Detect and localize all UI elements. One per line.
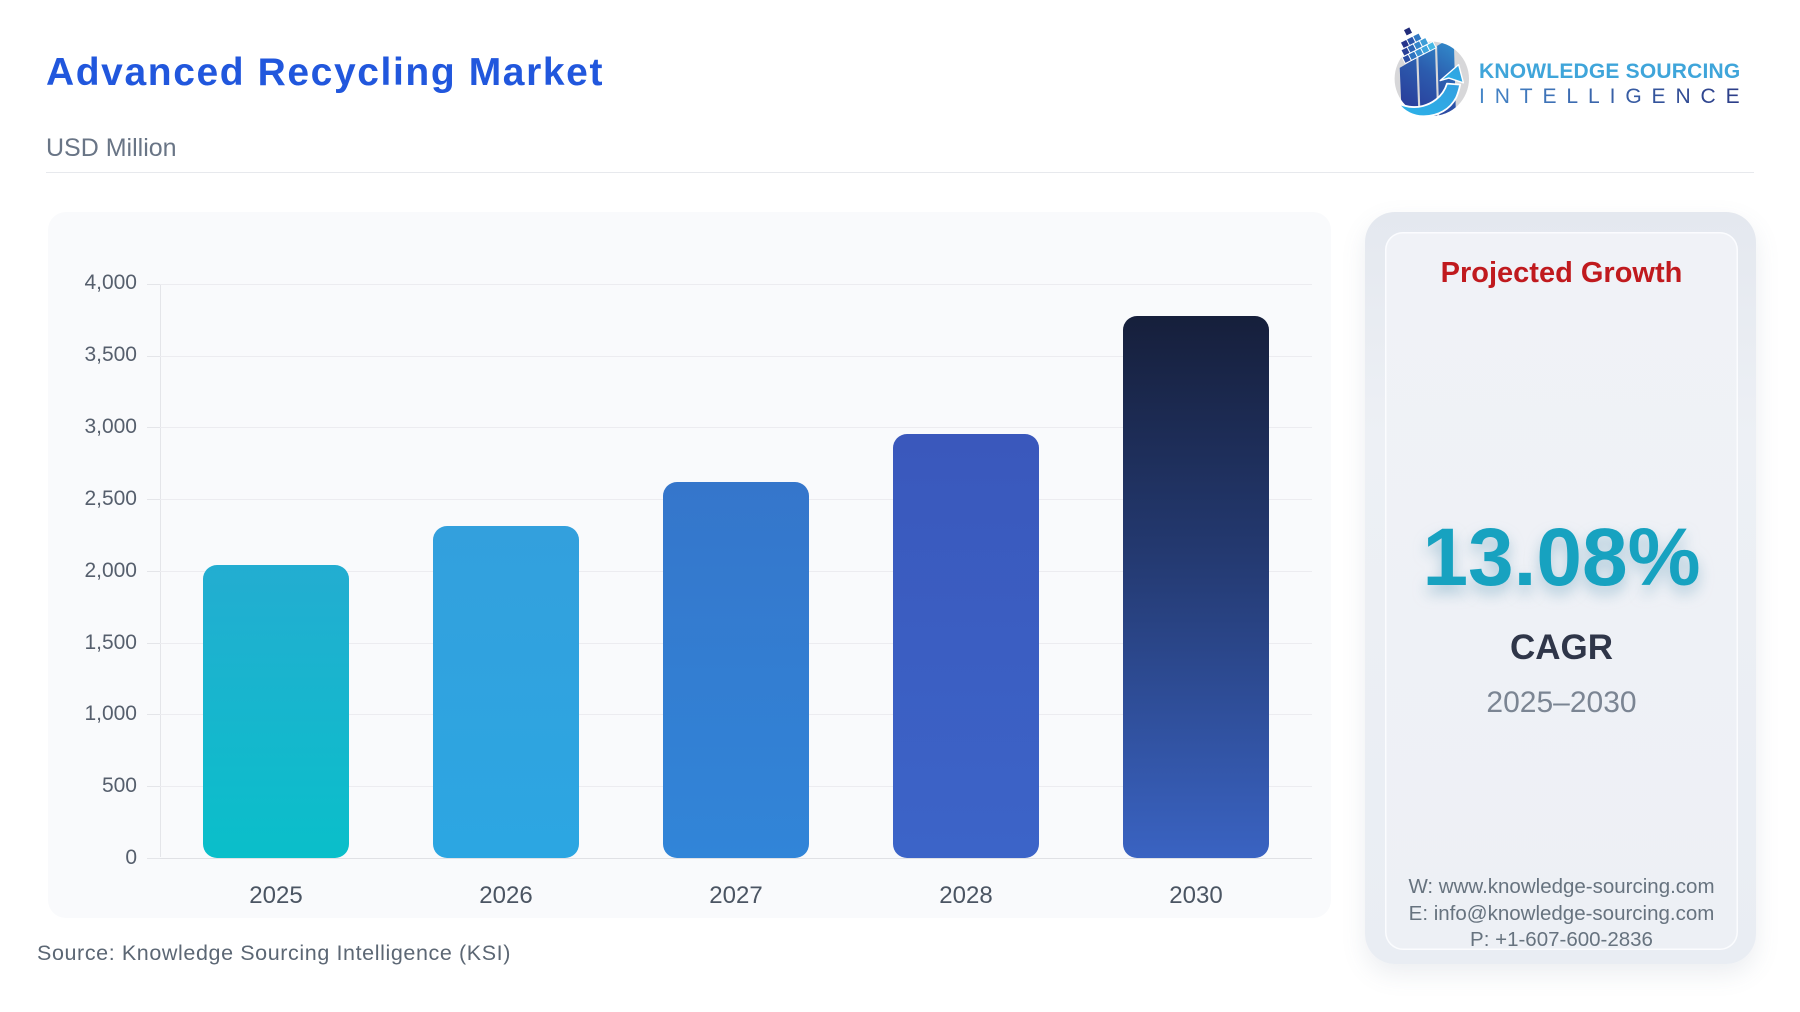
svg-text:KNOWLEDGE SOURCING: KNOWLEDGE SOURCING xyxy=(1479,60,1740,83)
svg-text:INTELLIGENCE: INTELLIGENCE xyxy=(1479,85,1750,108)
